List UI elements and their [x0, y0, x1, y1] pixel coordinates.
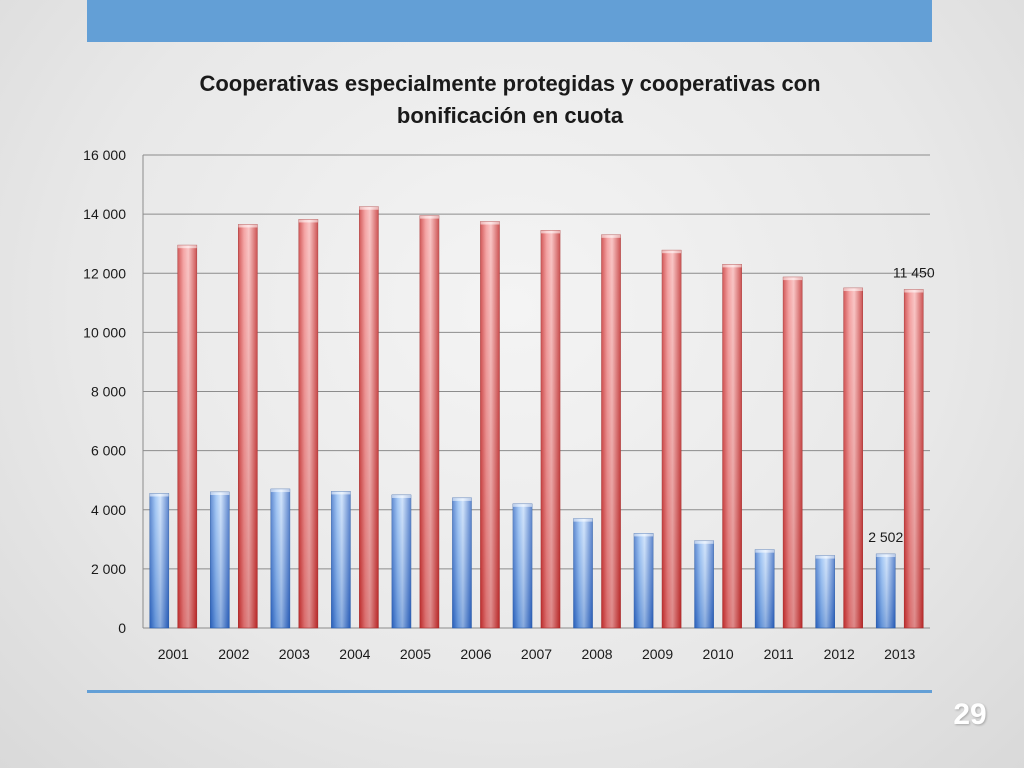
- chart-title-line-1: Cooperativas especialmente protegidas y …: [199, 71, 821, 96]
- bar-shade-series-1-2005: [391, 494, 411, 628]
- bar-shade-series-2-2013: [904, 289, 924, 628]
- y-tick-label: 4 000: [91, 502, 126, 518]
- bar-cap-series-2-2001: [177, 245, 197, 249]
- bar-cap-series-1-2012: [815, 555, 835, 559]
- chart-title-line-2: bonificación en cuota: [396, 103, 624, 128]
- bar-cap-series-2-2013: [904, 289, 924, 293]
- bar-shade-series-1-2013: [876, 554, 896, 628]
- y-tick-label: 6 000: [91, 443, 126, 459]
- bar-shade-series-1-2009: [634, 533, 654, 628]
- bar-shade-series-1-2011: [755, 549, 775, 628]
- bar-shade-series-2-2003: [298, 219, 318, 629]
- bar-cap-series-2-2007: [541, 230, 560, 234]
- x-tick-label-2003: 2003: [279, 646, 310, 662]
- x-tick-label-2006: 2006: [460, 646, 491, 662]
- y-tick-label: 12 000: [83, 265, 126, 281]
- bar-cap-series-1-2003: [270, 489, 290, 493]
- bar-cap-series-1-2007: [513, 503, 532, 507]
- bar-cap-series-1-2013: [876, 554, 896, 558]
- x-tick-label-2012: 2012: [824, 646, 855, 662]
- bar-cap-series-1-2011: [755, 549, 775, 553]
- x-tick-label-2005: 2005: [400, 646, 431, 662]
- x-tick-label-2007: 2007: [521, 646, 552, 662]
- bar-shade-series-1-2008: [573, 518, 593, 628]
- x-tick-label-2011: 2011: [764, 646, 794, 662]
- y-tick-label: 0: [118, 620, 126, 636]
- x-tick-label-2008: 2008: [581, 646, 612, 662]
- gridlines: [143, 154, 930, 629]
- bar-cap-series-2-2010: [722, 264, 742, 268]
- bottom-accent-line: [87, 690, 932, 693]
- bar-shade-series-2-2012: [843, 288, 863, 628]
- bar-shade-series-1-2007: [513, 503, 532, 628]
- x-tick-label-2004: 2004: [339, 646, 370, 662]
- top-accent-bar: [87, 0, 932, 42]
- bar-cap-series-1-2008: [573, 518, 593, 522]
- bar-shade-series-2-2008: [601, 234, 621, 628]
- bar-cap-series-2-2008: [601, 234, 621, 238]
- bar-cap-series-1-2005: [391, 494, 411, 498]
- y-tick-label: 8 000: [91, 384, 126, 400]
- bar-cap-series-1-2009: [634, 533, 654, 537]
- bar-shade-series-1-2012: [815, 555, 835, 628]
- x-tick-label-2009: 2009: [642, 646, 673, 662]
- y-tick-label: 16 000: [83, 147, 126, 163]
- bar-cap-series-2-2011: [783, 277, 803, 281]
- bar-shade-series-1-2002: [210, 492, 230, 628]
- y-tick-label: 10 000: [83, 324, 126, 340]
- page-number: 29: [953, 698, 987, 731]
- bar-shade-series-1-2010: [694, 540, 714, 628]
- bar-shade-series-1-2004: [331, 491, 351, 628]
- bar-cap-series-2-2003: [298, 219, 318, 223]
- bar-cap-series-2-2009: [662, 250, 682, 254]
- bar-shade-series-2-2001: [177, 245, 197, 628]
- bar-shade-series-2-2005: [419, 215, 439, 628]
- x-tick-label-2001: 2001: [158, 646, 189, 662]
- x-tick-label-2002: 2002: [218, 646, 249, 662]
- bar-shade-series-1-2001: [149, 493, 169, 628]
- bars: [149, 206, 924, 629]
- data-label-series-1: 2 502: [868, 529, 903, 545]
- data-label-series-2: 11 450: [893, 265, 935, 281]
- x-axis: 2001 2002 2003 2004 2005 2006 2007 2008 2009 2010…: [158, 646, 916, 662]
- bar-cap-series-2-2004: [359, 206, 379, 210]
- bar-shade-series-2-2011: [783, 277, 803, 628]
- x-tick-label-2013: 2013: [884, 646, 915, 662]
- bar-cap-series-2-2005: [419, 215, 439, 219]
- bar-cap-series-2-2006: [480, 221, 500, 225]
- bar-cap-series-1-2001: [149, 493, 169, 497]
- bar-shade-series-1-2003: [270, 489, 290, 628]
- bar-shade-series-2-2007: [541, 230, 560, 628]
- chart-title: Cooperativas especialmente protegidas y …: [140, 68, 880, 132]
- bar-shade-series-2-2004: [359, 206, 379, 628]
- y-axis: 0 2 000 4 000 6 000 8 000 10 000 12 000 14 000 1…: [83, 147, 144, 636]
- bar-cap-series-1-2002: [210, 492, 230, 496]
- bar-shade-series-2-2002: [238, 224, 258, 629]
- bar-cap-series-2-2002: [238, 224, 258, 228]
- y-tick-label: 14 000: [83, 206, 126, 222]
- bar-cap-series-1-2010: [694, 540, 714, 544]
- bar-shade-series-2-2009: [662, 250, 682, 628]
- bar-shade-series-1-2006: [452, 497, 472, 628]
- bar-shade-series-2-2006: [480, 221, 500, 628]
- bar-shade-series-2-2010: [722, 264, 742, 628]
- bar-cap-series-1-2006: [452, 497, 472, 501]
- x-tick-label-2010: 2010: [703, 646, 734, 662]
- data-labels: 2 502 11 450: [868, 265, 935, 546]
- bar-cap-series-2-2012: [843, 288, 863, 292]
- y-tick-label: 2 000: [91, 561, 126, 577]
- bar-cap-series-1-2004: [331, 491, 351, 495]
